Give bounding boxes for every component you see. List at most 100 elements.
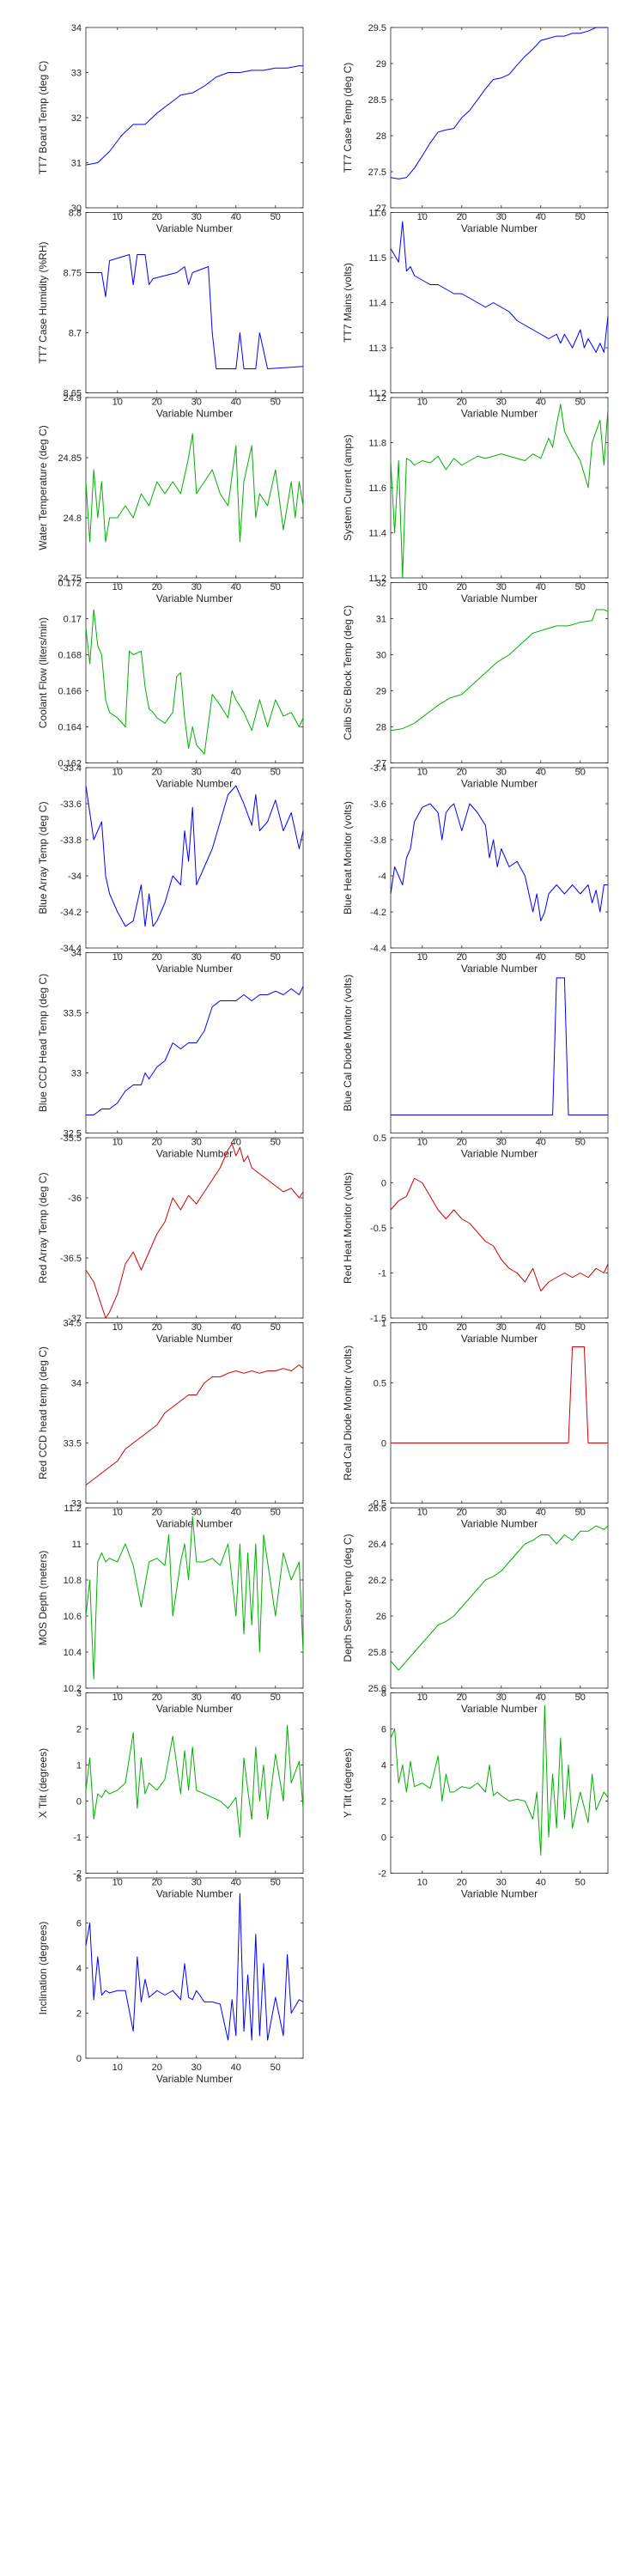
y-tick-label: 10.4 bbox=[64, 1648, 82, 1658]
chart-panel-1: 10 20 30 40 50 30 31 32 33 34 Variable Number TT7 B… bbox=[37, 23, 304, 234]
y-tick-label: 26 bbox=[376, 1612, 386, 1622]
axes-frame bbox=[85, 212, 304, 393]
chart-panel-7: 10 20 30 40 50 0.162 0.164 0.166 0.168 0.17 0.172 V… bbox=[37, 579, 304, 790]
y-tick-label: -4.2 bbox=[370, 908, 386, 918]
x-tick-label: 30 bbox=[191, 1322, 202, 1333]
axes-frame bbox=[390, 397, 609, 579]
y-tick-label: 27 bbox=[376, 759, 386, 769]
x-tick-label: 20 bbox=[152, 768, 162, 778]
y-tick-label: 33 bbox=[71, 1499, 82, 1510]
y-axis-label: TT7 Case Humidity (%RH) bbox=[37, 241, 49, 363]
y-tick-label: 4 bbox=[381, 1761, 386, 1771]
x-axis-label: Variable Number bbox=[461, 408, 538, 420]
y-tick-label: 34.5 bbox=[64, 1319, 82, 1329]
y-tick-label: 2 bbox=[76, 2009, 82, 2020]
chart-panel-14: 10 20 30 40 50 -1.5 -1 -0.5 0 0.5 Variable Number R… bbox=[342, 1133, 609, 1345]
x-tick-label: 50 bbox=[270, 212, 281, 222]
x-tick-label: 10 bbox=[112, 212, 123, 222]
series-line bbox=[390, 803, 608, 921]
x-tick-label: 30 bbox=[191, 1878, 202, 1888]
x-axis-label: Variable Number bbox=[156, 1333, 233, 1345]
y-tick-label: 32.5 bbox=[64, 1129, 82, 1139]
y-tick-label: 0.172 bbox=[58, 579, 82, 589]
y-tick-label: -1 bbox=[73, 1833, 82, 1844]
x-tick-label: 50 bbox=[575, 582, 586, 592]
y-tick-label: 33.5 bbox=[64, 1439, 82, 1449]
y-tick-label: 30 bbox=[376, 651, 386, 661]
x-tick-label: 30 bbox=[496, 768, 507, 778]
chart-panel-5: 10 20 30 40 50 24.75 24.8 24.85 24.9 Variable Num… bbox=[37, 393, 304, 605]
x-tick-label: 50 bbox=[270, 398, 281, 408]
axes-frame bbox=[390, 767, 609, 949]
x-tick-label: 50 bbox=[575, 212, 586, 222]
x-tick-label: 10 bbox=[112, 1878, 123, 1888]
x-tick-label: 20 bbox=[152, 1878, 162, 1888]
y-tick-label: 1 bbox=[76, 1761, 82, 1771]
x-tick-label: 20 bbox=[152, 1138, 162, 1148]
chart-panel-4: 10 20 30 40 50 11.2 11.3 11.4 11.5 11.6 Variable N… bbox=[342, 209, 609, 420]
y-axis-label: X Tilt (degrees) bbox=[37, 1748, 49, 1818]
x-tick-label: 10 bbox=[112, 2063, 123, 2073]
x-tick-label: 30 bbox=[191, 1138, 202, 1148]
x-tick-label: 50 bbox=[270, 768, 281, 778]
chart-panel-17: 10 20 30 40 50 10.2 10.4 10.6 10.8 11 11.2 Variable… bbox=[37, 1504, 304, 1715]
y-axis-label: Red CCD head temp (deg C) bbox=[37, 1346, 49, 1479]
x-tick-label: 20 bbox=[457, 1692, 467, 1703]
y-tick-label: 28 bbox=[376, 131, 386, 142]
y-tick-label: -0.5 bbox=[370, 1224, 386, 1234]
x-axis-label: Variable Number bbox=[156, 2073, 233, 2085]
y-tick-label: 29.5 bbox=[368, 23, 386, 33]
x-tick-label: 30 bbox=[191, 952, 202, 963]
axes-frame bbox=[85, 1507, 304, 1689]
x-tick-label: 50 bbox=[575, 1138, 586, 1148]
y-axis-label: Blue Heat Monitor (volts) bbox=[342, 801, 354, 914]
y-tick-label: 11.6 bbox=[368, 483, 386, 494]
axes-frame bbox=[85, 397, 304, 579]
y-tick-label: 31 bbox=[71, 159, 82, 169]
y-tick-label: 11.2 bbox=[368, 574, 386, 584]
y-tick-label: 6 bbox=[381, 1725, 386, 1735]
x-tick-label: 20 bbox=[152, 1692, 162, 1703]
y-tick-label: 27 bbox=[376, 204, 386, 214]
series-line bbox=[391, 1346, 608, 1443]
y-tick-label: -37 bbox=[68, 1314, 82, 1324]
x-tick-label: 30 bbox=[191, 582, 202, 592]
y-tick-label: 11.2 bbox=[368, 389, 386, 399]
y-axis-label: Red Cal Diode Monitor (volts) bbox=[342, 1346, 354, 1480]
y-tick-label: 11.8 bbox=[368, 439, 386, 449]
y-axis-label: TT7 Mains (volts) bbox=[342, 263, 354, 343]
y-tick-label: 0 bbox=[381, 1439, 386, 1449]
x-axis-label: Variable Number bbox=[461, 963, 538, 975]
y-tick-label: 0.168 bbox=[58, 651, 82, 661]
x-tick-label: 40 bbox=[536, 1878, 546, 1888]
x-tick-label: 10 bbox=[112, 952, 123, 963]
x-tick-label: 20 bbox=[457, 1322, 467, 1333]
x-tick-label: 10 bbox=[417, 1322, 428, 1333]
x-axis-label: Variable Number bbox=[156, 963, 233, 975]
series-line bbox=[390, 1704, 609, 1856]
x-tick-label: 40 bbox=[536, 582, 546, 592]
x-tick-label: 40 bbox=[231, 1508, 241, 1518]
x-tick-label: 10 bbox=[112, 1508, 123, 1518]
chart-panel-2: 10 20 30 40 50 27 27.5 28 28.5 29 29.5 Variable Num… bbox=[342, 23, 609, 234]
y-tick-label: 34 bbox=[71, 1379, 82, 1389]
x-tick-label: 50 bbox=[270, 1508, 281, 1518]
x-tick-label: 30 bbox=[496, 1508, 507, 1518]
x-tick-label: 10 bbox=[417, 1508, 428, 1518]
x-axis-label: Variable Number bbox=[156, 778, 233, 790]
y-tick-label: 11.3 bbox=[368, 343, 386, 354]
x-axis-label: Variable Number bbox=[156, 408, 233, 420]
y-tick-label: 2 bbox=[76, 1725, 82, 1735]
chart-panel-3: 10 20 30 40 50 8.65 8.7 8.75 8.8 Variable Number T… bbox=[37, 209, 304, 420]
y-axis-label: Depth Sensor Temp (deg C) bbox=[342, 1534, 354, 1662]
x-axis-label: Variable Number bbox=[461, 592, 538, 605]
y-axis-label: Water Temperature (deg C) bbox=[37, 425, 49, 550]
x-tick-label: 10 bbox=[417, 1878, 428, 1888]
y-tick-label: 34 bbox=[71, 949, 82, 959]
y-tick-label: 8.8 bbox=[69, 209, 82, 219]
y-tick-label: 24.75 bbox=[58, 574, 82, 584]
y-tick-label: 3 bbox=[76, 1689, 82, 1699]
series-line bbox=[390, 27, 608, 179]
y-tick-label: -4.4 bbox=[370, 944, 386, 954]
